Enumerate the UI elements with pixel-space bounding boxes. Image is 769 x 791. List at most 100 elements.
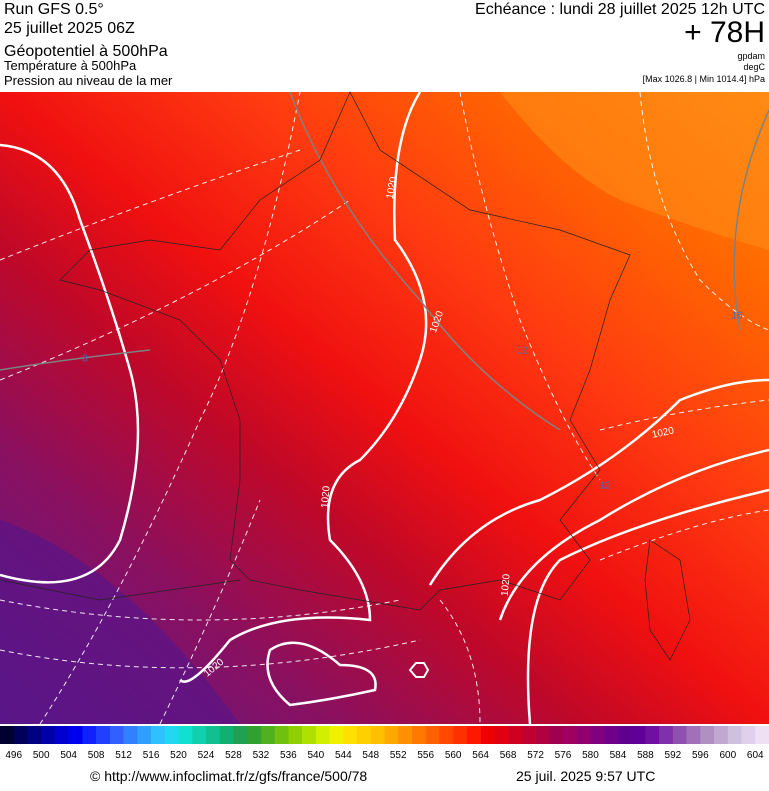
- color-swatch: [109, 726, 124, 744]
- source: © http://www.infoclimat.fr/z/gfs/france/…: [90, 768, 367, 784]
- color-swatch: [137, 726, 152, 744]
- colorbar-label: 604: [747, 750, 764, 761]
- borders: [0, 91, 691, 661]
- contour-label: 12: [516, 346, 528, 357]
- color-swatch: [563, 726, 578, 744]
- isobars: [0, 91, 769, 725]
- colorbar-label: 596: [692, 750, 709, 761]
- contour-label: 8: [82, 354, 88, 365]
- field-label: Pression au niveau de la mer: [4, 73, 173, 88]
- color-swatch: [521, 726, 536, 744]
- color-swatch: [700, 726, 715, 744]
- map-band: [0, 520, 240, 724]
- color-swatch: [302, 726, 317, 744]
- color-swatch: [288, 726, 303, 744]
- color-swatch: [686, 726, 701, 744]
- color-swatch: [741, 726, 756, 744]
- color-swatch: [425, 726, 440, 744]
- contour-label: 16: [731, 311, 743, 322]
- color-swatch: [439, 726, 454, 744]
- lead-time: + 78H: [684, 16, 765, 49]
- unit: degC: [743, 62, 765, 72]
- color-swatch: [617, 726, 632, 744]
- color-swatch: [535, 726, 550, 744]
- color-swatch: [508, 726, 523, 744]
- colorbar-label: 540: [307, 750, 324, 761]
- color-swatch: [343, 726, 358, 744]
- color-swatch: [494, 726, 509, 744]
- color-swatch: [219, 726, 234, 744]
- color-swatch: [329, 726, 344, 744]
- color-swatch: [672, 726, 687, 744]
- color-swatch: [370, 726, 385, 744]
- contour-label: 1020: [385, 176, 400, 200]
- color-swatch: [466, 726, 481, 744]
- color-swatch: [151, 726, 166, 744]
- colorbar-label: 572: [527, 750, 544, 761]
- field-label: Température à 500hPa: [4, 58, 137, 73]
- colorbar-label: 544: [335, 750, 352, 761]
- colorbar-label: 508: [88, 750, 105, 761]
- color-swatch: [192, 726, 207, 744]
- color-swatch: [714, 726, 729, 744]
- color-swatch: [453, 726, 468, 744]
- color-swatch: [0, 726, 15, 744]
- colorbar-label: 524: [198, 750, 215, 761]
- contour-label: 1020: [651, 425, 675, 440]
- colorbar-label: 552: [390, 750, 407, 761]
- colorbar-label: 580: [582, 750, 599, 761]
- generated-time: 25 juil. 2025 9:57 UTC: [516, 768, 655, 784]
- color-swatch: [480, 726, 495, 744]
- colorbar-label: 532: [253, 750, 270, 761]
- colorbar-label: 528: [225, 750, 242, 761]
- color-swatch: [274, 726, 289, 744]
- contour-label: 12: [599, 481, 611, 492]
- colorbar-label: 576: [555, 750, 572, 761]
- colorbar-label: 564: [472, 750, 489, 761]
- colorbar-label: 584: [610, 750, 627, 761]
- colorbar-label: 516: [143, 750, 160, 761]
- run-title: Run GFS 0.5°: [4, 1, 104, 18]
- geopotential-lines: [0, 91, 769, 431]
- colorbar-label: 556: [417, 750, 434, 761]
- color-swatch: [411, 726, 426, 744]
- contour-label: 1020: [320, 485, 333, 509]
- color-swatch: [233, 726, 248, 744]
- color-swatch: [247, 726, 262, 744]
- color-swatch: [357, 726, 372, 744]
- color-swatch: [604, 726, 619, 744]
- colorbar-label: 548: [362, 750, 379, 761]
- colorbar: 496 500 504 508 512 516 520 524 528 532 536 540 544 5…: [0, 726, 769, 761]
- color-swatch: [13, 726, 28, 744]
- color-swatch: [260, 726, 275, 744]
- valid-time: Echéance : lundi 28 juillet 2025 12h UTC: [475, 1, 765, 18]
- high-marker: [408, 662, 430, 678]
- map-band: [500, 92, 769, 250]
- color-swatch: [384, 726, 399, 744]
- colorbar-label: 568: [500, 750, 517, 761]
- color-swatch: [123, 726, 138, 744]
- contour-label: 1020: [500, 573, 513, 597]
- color-swatch: [755, 726, 769, 744]
- color-swatch: [576, 726, 591, 744]
- color-swatch: [398, 726, 413, 744]
- unit: gpdam: [737, 51, 765, 61]
- colorbar-label: 600: [719, 750, 736, 761]
- color-swatch: [549, 726, 564, 744]
- colorbar-label: 592: [665, 750, 682, 761]
- colorbar-label: 504: [60, 750, 77, 761]
- color-swatch: [96, 726, 111, 744]
- color-swatch: [41, 726, 56, 744]
- colorbar-label: 496: [5, 750, 22, 761]
- color-swatch: [178, 726, 193, 744]
- color-swatch: [82, 726, 97, 744]
- color-swatch: [164, 726, 179, 744]
- colorbar-label: 588: [637, 750, 654, 761]
- color-swatch: [68, 726, 83, 744]
- color-swatch: [659, 726, 674, 744]
- field-label: Géopotentiel à 500hPa: [4, 43, 168, 60]
- run-date: 25 juillet 2025 06Z: [4, 20, 135, 37]
- colorbar-label: 512: [115, 750, 132, 761]
